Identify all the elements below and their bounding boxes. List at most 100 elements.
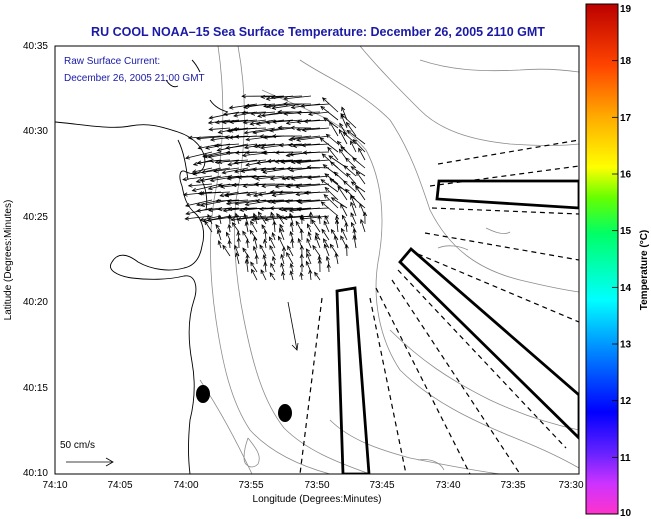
x-tick: 73:50 [304,480,329,491]
current-vector-head [323,117,328,122]
current-vector-head [255,198,261,203]
current-vector [242,231,249,241]
current-vector-head [346,129,352,135]
current-vector-head [231,221,237,227]
current-vector [341,228,348,241]
current-vector-head [199,217,205,222]
current-vector-head [243,213,248,219]
current-vector-head [296,127,301,132]
current-vector-head [324,186,330,192]
current-vector-head [340,235,345,241]
survey-lines [299,139,579,474]
current-vector [275,151,303,154]
current-vector [336,219,339,233]
current-vector-head [351,221,355,227]
current-vector [326,256,330,265]
current-vector-head [287,245,292,251]
current-vector-head [196,202,201,207]
current-vector-head [187,135,193,140]
current-vector-head [272,220,277,226]
current-vector-head [261,150,267,155]
current-vector-head [251,174,256,180]
current-vector [272,119,303,123]
land-marker [196,385,210,403]
current-vector [276,213,285,225]
current-vector [360,219,366,233]
current-vector-head [262,150,268,155]
current-vector [352,157,366,169]
current-vector [246,191,267,196]
current-vector-head [245,162,250,167]
current-vector-head [215,223,220,229]
current-vector [287,167,321,170]
current-vector [234,167,258,173]
current-vector [320,106,339,121]
y-tick: 40:20 [23,297,48,308]
current-vector [338,129,348,145]
current-vector-head [228,128,234,133]
isolated-vectors [287,301,299,351]
current-vector-head [320,105,325,111]
current-vector-head [187,183,193,188]
current-vector-head [320,179,326,184]
current-vector [309,270,312,281]
current-vector-head [352,228,357,234]
current-vector-head [265,96,271,101]
current-vector [272,232,276,241]
current-vector-head [271,119,277,124]
current-vector [298,199,330,203]
current-vector-head [289,168,295,173]
current-vector-head [315,232,320,237]
current-vector [245,221,249,233]
current-vector-head [255,143,261,149]
current-vector-head [252,193,258,198]
current-vector-head [270,211,275,217]
current-vector-head [317,258,322,264]
current-vector-head [217,239,222,245]
current-vector [250,221,258,233]
current-vector-head [288,212,293,218]
current-vector [321,201,339,217]
current-vector [209,127,231,130]
current-vector-head [257,192,263,197]
current-vector-head [287,142,293,148]
current-vector [324,244,330,257]
colorbar-label: Temperature (°C) [639,230,650,311]
current-vector-head [243,130,249,135]
current-vector [290,270,294,281]
current-vector-head [271,105,277,110]
current-vector-head [338,128,343,134]
current-vector-head [192,171,198,176]
current-vector [183,191,213,196]
current-vector [351,181,366,193]
current-vector [218,215,222,225]
current-vector-head [214,143,219,148]
colorbar-gradient [585,3,619,515]
current-vector-head [204,220,209,226]
current-vector [220,191,240,197]
current-vector-head [225,201,231,206]
current-vector-head [323,220,328,226]
current-vector-head [221,170,227,175]
current-vector [253,127,285,134]
current-vector [336,215,339,225]
current-vector [307,166,330,169]
current-vector [329,121,339,137]
current-vector [284,95,312,100]
current-vector-head [255,121,261,126]
current-vector [301,103,330,107]
current-vector [245,259,249,273]
current-vector-head [263,261,268,267]
x-axis-label: Longitude (Degrees:Minutes) [253,494,382,505]
current-vector-head [289,262,294,268]
current-vector-head [271,134,277,139]
current-vector [264,262,267,273]
current-vector-head [307,111,313,117]
current-vector-head [262,254,267,260]
current-vector-head [213,168,218,174]
current-vector-head [254,182,260,187]
current-vector [275,159,303,163]
current-vector-head [232,127,238,132]
current-vector [229,103,258,109]
current-vector-head [230,217,236,222]
